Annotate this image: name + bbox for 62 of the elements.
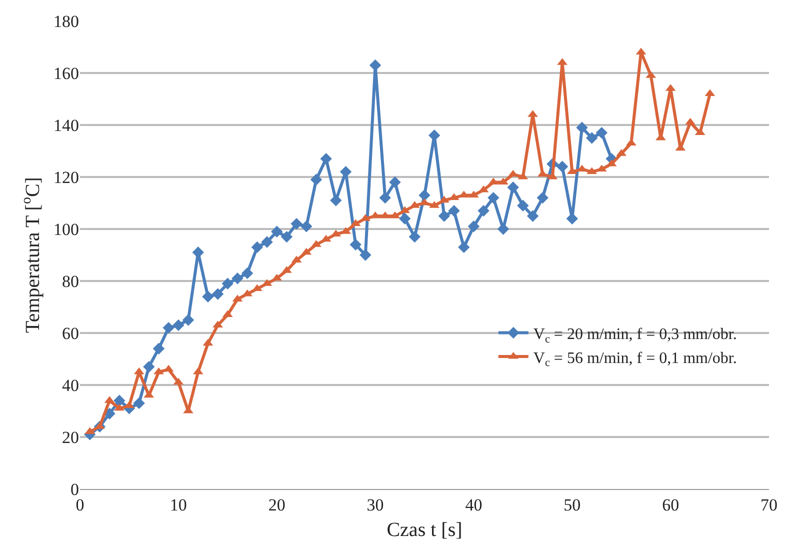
point — [261, 236, 273, 248]
point — [271, 226, 283, 238]
point — [290, 218, 302, 230]
point — [586, 132, 598, 144]
point — [222, 278, 234, 290]
point — [408, 230, 421, 243]
point — [300, 220, 312, 232]
point — [448, 204, 460, 217]
point — [360, 249, 372, 261]
x-tick-label: 30 — [366, 495, 384, 514]
y-tick-label: 100 — [54, 220, 79, 239]
point — [398, 212, 411, 224]
point — [251, 241, 264, 254]
legend-label: V$_{c}$ = 56 m/min, f = 0,1 mm/obr. — [533, 350, 737, 370]
point — [389, 176, 401, 188]
point — [330, 194, 342, 206]
x-tick-label: 60 — [662, 495, 680, 514]
y-tick-label: 80 — [62, 272, 79, 291]
point — [162, 322, 174, 334]
point — [114, 394, 126, 406]
point — [241, 267, 254, 280]
point — [232, 272, 244, 284]
x-axis-title: Czas t [s] — [386, 518, 462, 541]
x-tick-label: 50 — [564, 495, 581, 514]
point — [212, 288, 224, 300]
x-tick-label: 40 — [465, 495, 482, 514]
point — [526, 210, 539, 222]
point — [350, 238, 362, 250]
point — [202, 290, 214, 302]
y-tick-label: 160 — [54, 64, 79, 83]
y-tick-label: 140 — [54, 116, 79, 135]
point — [596, 126, 608, 139]
point — [152, 342, 165, 354]
point — [143, 360, 155, 373]
point — [497, 223, 510, 235]
point — [576, 122, 588, 134]
y-tick-label: 60 — [62, 324, 79, 343]
x-tick-label: 70 — [760, 495, 778, 514]
point — [536, 192, 548, 204]
point — [556, 160, 568, 172]
y-tick-label: 0 — [70, 480, 79, 499]
y-tick-label: 180 — [54, 12, 79, 31]
point — [438, 210, 450, 222]
x-tick-label: 20 — [268, 495, 286, 514]
point — [280, 230, 293, 243]
point — [458, 241, 470, 254]
x-tick-label: 10 — [170, 495, 187, 514]
point — [133, 397, 145, 410]
point — [418, 189, 430, 202]
point — [478, 204, 490, 217]
point — [517, 200, 529, 212]
y-tick-label: 40 — [62, 376, 79, 395]
point — [507, 182, 519, 194]
y-tick-label: 120 — [54, 168, 79, 187]
point — [310, 174, 322, 186]
point — [182, 314, 194, 326]
point — [320, 152, 332, 165]
legend-label: V$_{c}$ = 20 m/min, f = 0,3 mm/obr. — [533, 326, 737, 346]
y-tick-label: 20 — [62, 428, 79, 447]
point — [488, 192, 500, 204]
point — [172, 319, 184, 332]
point — [468, 220, 480, 232]
